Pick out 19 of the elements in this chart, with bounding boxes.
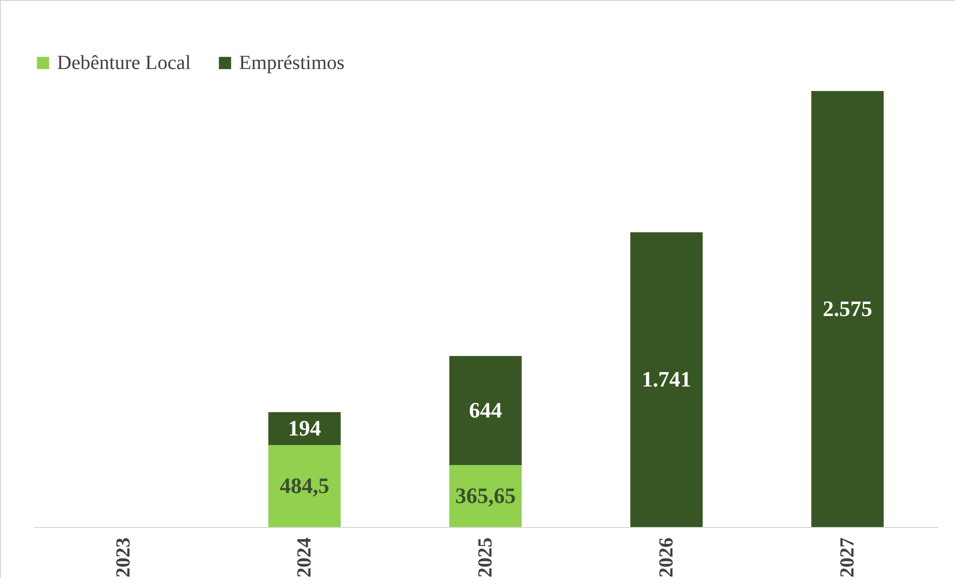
x-tick-label: 2024 <box>294 538 316 578</box>
data-label: 644 <box>469 398 502 423</box>
data-label: 365,65 <box>455 483 516 508</box>
x-tick-label: 2023 <box>112 538 134 578</box>
x-tick-label: 2025 <box>474 538 496 578</box>
x-tick-label: 2027 <box>836 538 858 578</box>
bar <box>268 444 341 527</box>
bar <box>449 465 522 527</box>
data-label: 1.741 <box>642 366 692 392</box>
legend-label: Empréstimos <box>239 52 345 74</box>
bar <box>630 232 703 527</box>
data-label: 194 <box>288 416 321 441</box>
data-label: 2.575 <box>822 296 872 321</box>
data-label: 484,5 <box>280 472 330 498</box>
legend-label: Debênture Local <box>57 52 192 74</box>
x-tick-label: 2026 <box>656 538 678 578</box>
bar <box>811 91 884 527</box>
bar <box>268 412 341 445</box>
bar <box>449 356 522 466</box>
